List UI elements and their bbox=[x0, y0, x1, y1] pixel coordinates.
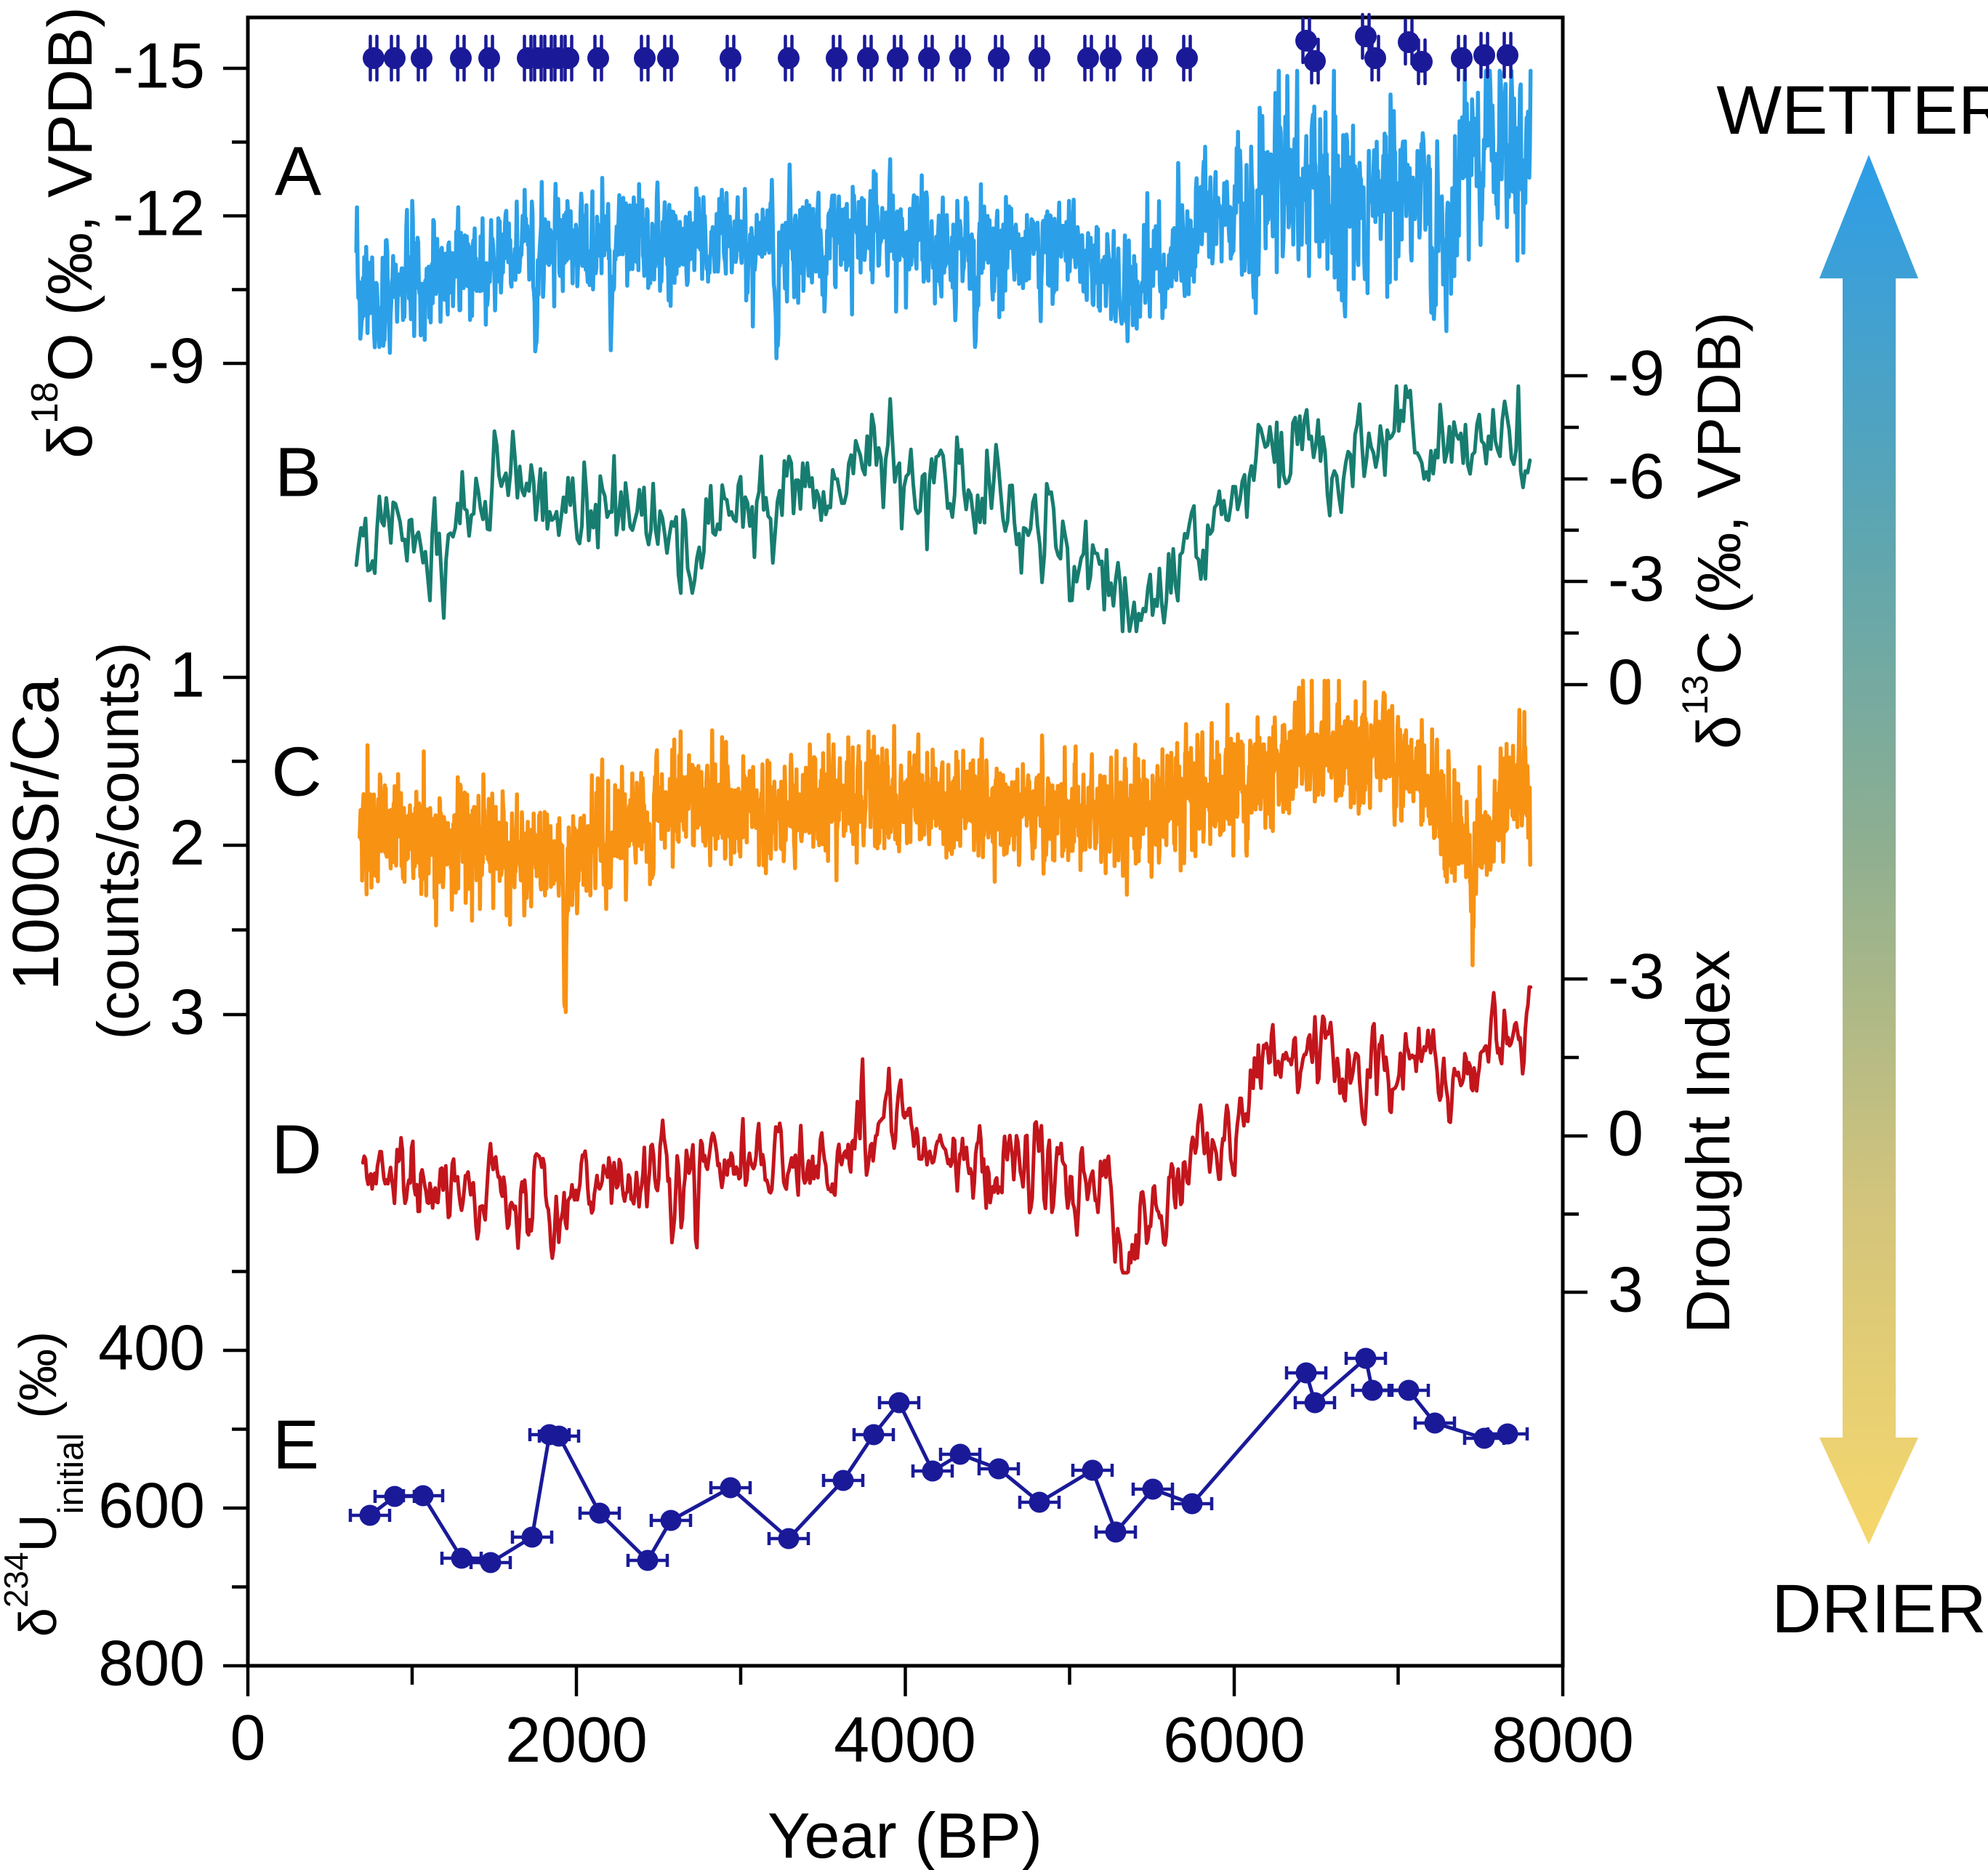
svg-text:δ18O (‰, VPDB): δ18O (‰, VPDB) bbox=[24, 7, 105, 459]
svg-text:800: 800 bbox=[98, 1627, 205, 1699]
svg-text:Drought Index: Drought Index bbox=[1674, 950, 1742, 1334]
svg-text:3: 3 bbox=[1608, 1254, 1643, 1326]
svg-text:A: A bbox=[275, 133, 321, 211]
svg-text:δ13C (‰, VPDB): δ13C (‰, VPDB) bbox=[1675, 312, 1753, 749]
svg-text:1000Sr/Ca: 1000Sr/Ca bbox=[0, 677, 73, 991]
svg-text:600: 600 bbox=[98, 1470, 205, 1541]
svg-text:2: 2 bbox=[169, 807, 205, 879]
svg-text:2000: 2000 bbox=[505, 1704, 648, 1776]
svg-text:DRIER: DRIER bbox=[1771, 1571, 1987, 1648]
svg-text:B: B bbox=[275, 434, 321, 512]
svg-text:8000: 8000 bbox=[1492, 1704, 1634, 1776]
svg-text:-15: -15 bbox=[113, 30, 205, 102]
svg-text:0: 0 bbox=[1608, 646, 1643, 718]
svg-text:-6: -6 bbox=[1608, 440, 1665, 512]
svg-text:(counts/counts): (counts/counts) bbox=[86, 642, 150, 1040]
svg-text:6000: 6000 bbox=[1163, 1704, 1305, 1776]
svg-text:E: E bbox=[273, 1406, 319, 1484]
svg-text:WETTER: WETTER bbox=[1716, 72, 1988, 149]
svg-text:4000: 4000 bbox=[834, 1704, 976, 1776]
svg-text:Year (BP): Year (BP) bbox=[768, 1800, 1042, 1870]
svg-text:0: 0 bbox=[230, 1701, 266, 1773]
svg-text:-9: -9 bbox=[1608, 337, 1665, 409]
svg-text:400: 400 bbox=[98, 1312, 205, 1384]
svg-text:3: 3 bbox=[169, 976, 205, 1048]
svg-text:-3: -3 bbox=[1608, 940, 1665, 1012]
svg-text:D: D bbox=[271, 1111, 321, 1189]
svg-text:0: 0 bbox=[1608, 1097, 1643, 1169]
svg-text:-12: -12 bbox=[113, 177, 205, 249]
svg-text:C: C bbox=[271, 733, 321, 811]
svg-text:1: 1 bbox=[169, 639, 205, 711]
svg-text:-3: -3 bbox=[1608, 543, 1665, 615]
svg-text:-9: -9 bbox=[148, 325, 205, 397]
